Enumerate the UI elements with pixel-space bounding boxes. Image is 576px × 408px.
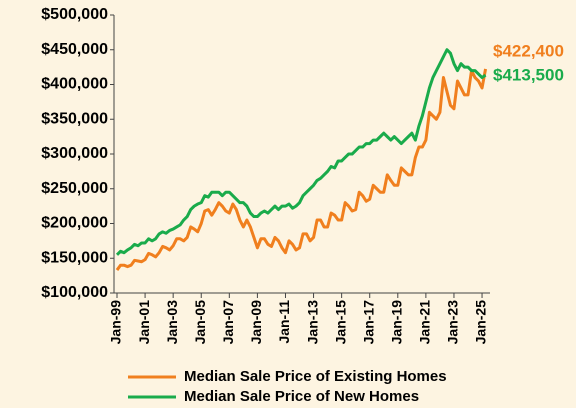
x-tick-label: Jan-03 — [164, 300, 180, 345]
y-tick-label: $350,000 — [41, 110, 108, 127]
x-tick-label: Jan-21 — [417, 300, 433, 345]
x-tick-label: Jan-23 — [445, 300, 461, 345]
legend-label: Median Sale Price of New Homes — [184, 388, 419, 405]
y-tick-label: $500,000 — [41, 6, 108, 23]
legend-label: Median Sale Price of Existing Homes — [184, 368, 447, 385]
x-tick-label: Jan-25 — [473, 300, 489, 345]
x-tick-label: Jan-19 — [389, 300, 405, 345]
x-tick-label: Jan-05 — [192, 300, 208, 345]
x-tick-label: Jan-11 — [276, 300, 292, 344]
series-line — [115, 68, 488, 271]
annotation: $413,500 — [493, 65, 564, 84]
x-tick-label: Jan-13 — [304, 300, 320, 345]
x-tick-label: Jan-15 — [332, 300, 348, 345]
y-tick-label: $300,000 — [41, 145, 108, 162]
annotation: $422,400 — [493, 41, 564, 60]
y-tick-label: $200,000 — [41, 215, 108, 232]
y-tick-label: $100,000 — [41, 284, 108, 301]
x-tick-label: Jan-09 — [248, 300, 264, 345]
y-tick-label: $150,000 — [41, 249, 108, 266]
x-tick-label: Jan-17 — [360, 300, 376, 345]
y-tick-label: $250,000 — [41, 180, 108, 197]
y-tick-label: $450,000 — [41, 41, 108, 58]
x-tick-label: Jan-99 — [108, 300, 124, 345]
x-tick-label: Jan-01 — [136, 300, 152, 345]
y-tick-label: $400,000 — [41, 76, 108, 93]
x-tick-label: Jan-07 — [220, 300, 236, 345]
series-line — [115, 48, 487, 256]
